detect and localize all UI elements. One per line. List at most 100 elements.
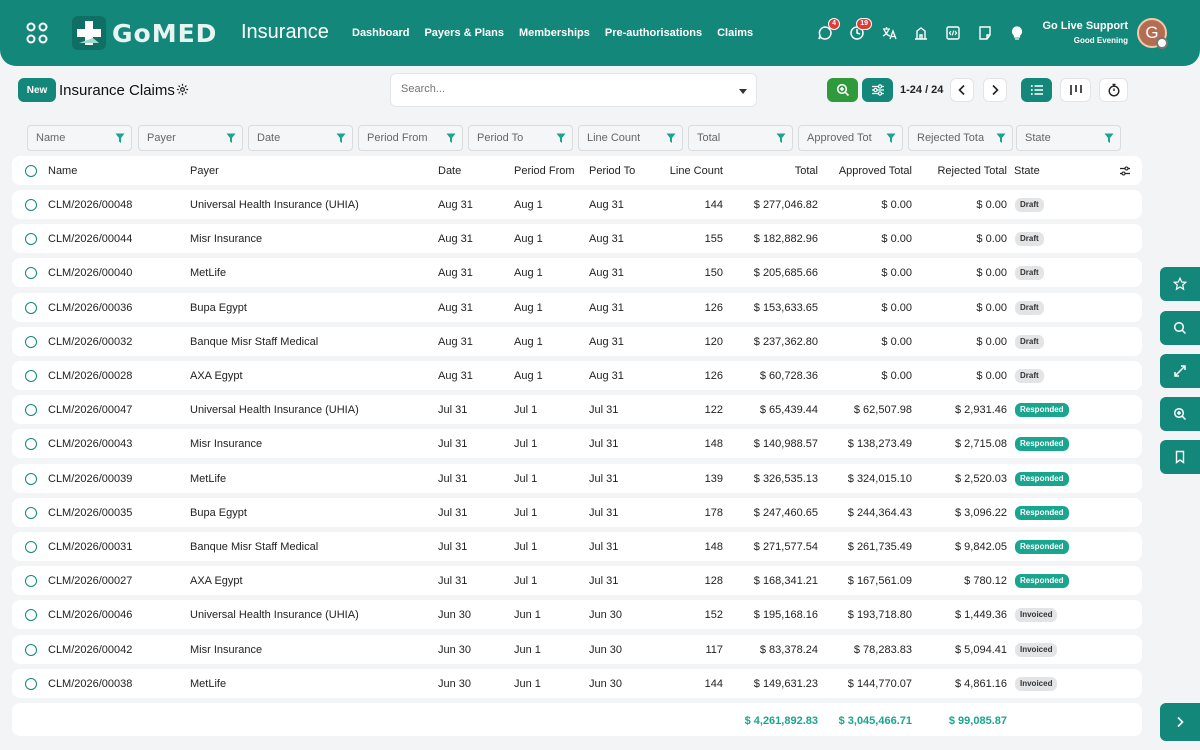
row-select-radio[interactable] [25, 609, 37, 622]
row-select-radio[interactable] [25, 643, 37, 656]
filter-approved-tot[interactable]: Approved Tot [798, 125, 903, 151]
col-header-name[interactable]: Name [48, 165, 78, 177]
nav-payers-plans[interactable]: Payers & Plans [424, 27, 504, 39]
row-select-radio[interactable] [25, 404, 37, 417]
filter-name[interactable]: Name [27, 125, 132, 151]
cell-period-from: Aug 1 [514, 267, 543, 280]
side-search-button[interactable] [1160, 311, 1200, 345]
search-box[interactable] [390, 73, 757, 107]
funnel-icon[interactable] [1104, 133, 1114, 144]
funnel-icon[interactable] [226, 133, 236, 144]
table-row[interactable]: CLM/2026/00038 MetLife Jun 30 Jun 1 Jun 30 14… [12, 668, 1142, 698]
side-zoom-button[interactable] [1160, 397, 1200, 431]
nav-memberships[interactable]: Memberships [518, 27, 590, 39]
col-header-period-from[interactable]: Period From [514, 165, 575, 177]
col-header-period-to[interactable]: Period To [589, 165, 636, 177]
table-row[interactable]: CLM/2026/00047 Universal Health Insurance… [12, 395, 1142, 425]
table-row[interactable]: CLM/2026/00031 Banque Misr Staff Medical J… [12, 532, 1142, 561]
nav-pre-authorisations[interactable]: Pre-authorisations [604, 27, 703, 39]
row-select-radio[interactable] [25, 472, 37, 485]
favorites-button[interactable] [1160, 267, 1200, 301]
expand-button[interactable] [1160, 354, 1200, 388]
cell-period-from: Jul 1 [514, 404, 538, 417]
filter-period-to[interactable]: Period To [468, 125, 573, 151]
row-select-radio[interactable] [25, 506, 37, 519]
filter-period-from[interactable]: Period From [358, 125, 463, 151]
row-select-radio[interactable] [25, 335, 37, 348]
kanban-view-button[interactable] [1060, 78, 1091, 102]
new-button[interactable]: New [18, 78, 56, 102]
avatar[interactable]: G [1137, 18, 1168, 49]
row-select-radio[interactable] [25, 199, 37, 211]
panel-expand-button[interactable] [1160, 703, 1200, 741]
column-options-icon[interactable] [1119, 165, 1131, 177]
chat-icon[interactable]: 4 [814, 18, 840, 44]
funnel-icon[interactable] [666, 133, 676, 144]
user-support-block[interactable]: Go Live Support Good Evening [1040, 20, 1128, 45]
table-row[interactable]: CLM/2026/00042 Misr Insurance Jun 30 Jun 1 J… [12, 634, 1142, 664]
table-row[interactable]: CLM/2026/00044 Misr Insurance Aug 31 Aug 1 A… [12, 224, 1142, 254]
table-row[interactable]: CLM/2026/00035 Bupa Egypt Jul 31 Jul 1 Jul 3… [12, 497, 1142, 527]
table-row[interactable]: CLM/2026/00046 Universal Health Insurance… [12, 600, 1142, 630]
list-view-button[interactable] [1021, 78, 1052, 102]
row-select-radio[interactable] [25, 575, 37, 588]
funnel-icon[interactable] [996, 133, 1006, 144]
col-header-rejected-total[interactable]: Rejected Total [937, 165, 1007, 177]
search-input[interactable] [401, 83, 721, 95]
table-row[interactable]: CLM/2026/00036 Bupa Egypt Aug 31 Aug 1 Aug 3… [12, 292, 1142, 322]
filter-payer[interactable]: Payer [138, 125, 243, 151]
row-select-radio[interactable] [25, 267, 37, 280]
funnel-icon[interactable] [336, 133, 346, 144]
table-row[interactable]: CLM/2026/00043 Misr Insurance Jul 31 Jul 1 J… [12, 429, 1142, 459]
filter-total[interactable]: Total [688, 125, 793, 151]
row-select-radio[interactable] [25, 233, 37, 246]
nav-claims[interactable]: Claims [717, 27, 754, 39]
filter-settings-button[interactable] [862, 78, 893, 102]
table-row[interactable]: CLM/2026/00032 Banque Misr Staff Medical A… [12, 326, 1142, 356]
col-header-approved-total[interactable]: Approved Total [838, 165, 912, 177]
table-row[interactable]: CLM/2026/00027 AXA Egypt Jul 31 Jul 1 Jul 31… [12, 566, 1142, 596]
row-select-radio[interactable] [25, 301, 37, 314]
table-row[interactable]: CLM/2026/00048 Universal Health Insurance… [12, 190, 1142, 219]
lightbulb-icon[interactable] [1006, 22, 1028, 44]
row-select-radio[interactable] [25, 438, 37, 451]
col-header-payer[interactable]: Payer [190, 165, 219, 177]
filter-line-count[interactable]: Line Count [578, 125, 683, 151]
table-row[interactable]: CLM/2026/00039 MetLife Jul 31 Jul 1 Jul 31 13… [12, 463, 1142, 493]
filter-state[interactable]: State [1016, 125, 1121, 151]
col-header-date[interactable]: Date [438, 165, 462, 177]
row-select-radio[interactable] [25, 370, 37, 382]
chevron-down-icon[interactable] [739, 89, 747, 94]
col-header-total[interactable]: Total [794, 165, 818, 177]
activity-clock-icon[interactable]: 19 [846, 18, 872, 44]
apps-grid-icon[interactable] [26, 22, 48, 44]
gear-icon[interactable] [176, 83, 189, 96]
translate-icon[interactable] [878, 22, 900, 44]
gomed-logo[interactable]: GoMED [72, 15, 217, 51]
previous-page-button[interactable] [950, 78, 974, 102]
bookmark-button[interactable] [1160, 440, 1200, 474]
table-row[interactable]: CLM/2026/00028 AXA Egypt Aug 31 Aug 1 Aug 31… [12, 361, 1142, 390]
funnel-icon[interactable] [886, 133, 896, 144]
table-row[interactable]: CLM/2026/00040 MetLife Aug 31 Aug 1 Aug 31 15… [12, 258, 1142, 288]
filter-date[interactable]: Date [248, 125, 353, 151]
next-page-button[interactable] [983, 78, 1007, 102]
cell-period-from: Jul 1 [514, 506, 538, 519]
funnel-icon[interactable] [115, 133, 125, 144]
row-select-radio[interactable] [25, 541, 37, 553]
filter-rejected-tota[interactable]: Rejected Tota [908, 125, 1013, 151]
funnel-icon[interactable] [556, 133, 566, 144]
building-icon[interactable] [910, 22, 932, 44]
zoom-search-button[interactable] [827, 78, 858, 102]
cell-payer: MetLife [190, 267, 227, 280]
col-header-line-count[interactable]: Line Count [669, 165, 723, 177]
row-select-radio[interactable] [25, 677, 37, 690]
select-all-radio[interactable] [25, 165, 37, 177]
code-window-icon[interactable] [942, 22, 964, 44]
notes-icon[interactable] [974, 22, 996, 44]
nav-dashboard[interactable]: Dashboard [352, 27, 410, 39]
col-header-state[interactable]: State [1014, 165, 1040, 177]
funnel-icon[interactable] [446, 133, 456, 144]
funnel-icon[interactable] [776, 133, 786, 144]
activity-view-button[interactable] [1099, 78, 1128, 102]
